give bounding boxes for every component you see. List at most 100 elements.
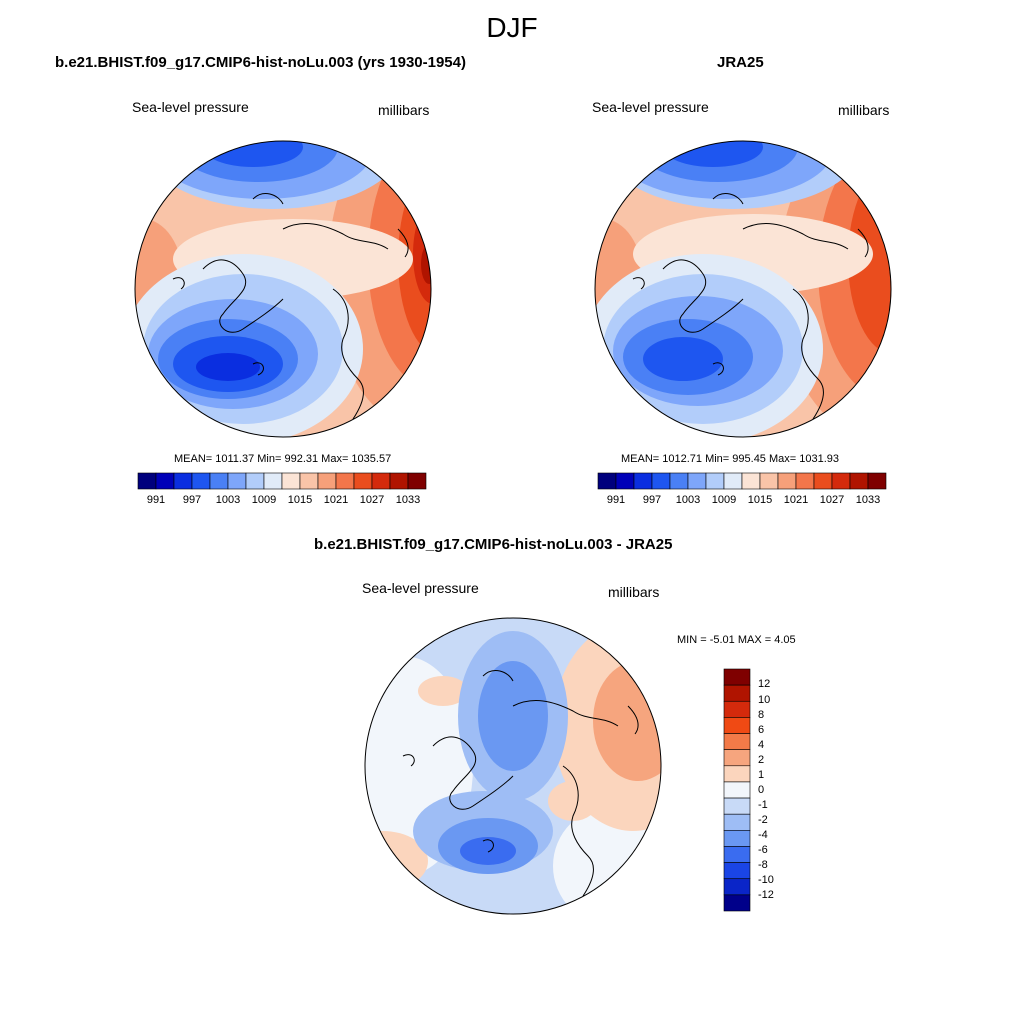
left-cb-tick: 991	[146, 494, 166, 506]
left-cb-tick: 1033	[395, 494, 421, 506]
right-cb-tick: 997	[642, 494, 662, 506]
figure-title: DJF	[486, 12, 538, 43]
diff-cb-tick: 0	[758, 784, 765, 796]
diff-cb-tick: -1	[758, 799, 768, 811]
diff-cb-tick: 8	[758, 709, 765, 721]
colorbar-swatch	[407, 472, 427, 490]
diff-map	[364, 617, 662, 915]
colorbar-swatch	[723, 668, 751, 686]
diff-cb-tick: -2	[758, 814, 768, 826]
right-stats: MEAN= 1012.71 Min= 995.45 Max= 1031.93	[621, 453, 840, 465]
colorbar-swatch	[263, 472, 283, 490]
left-cb-tick: 1003	[215, 494, 241, 506]
colorbar-swatch	[723, 862, 751, 880]
left-cb-tick: 1021	[323, 494, 349, 506]
colorbar-swatch	[597, 472, 617, 490]
right-units-label: millibars	[838, 102, 890, 118]
colorbar-swatch	[245, 472, 265, 490]
left-stats: MEAN= 1011.37 Min= 992.31 Max= 1035.57	[174, 453, 392, 465]
diff-cb-tick: 1	[758, 769, 765, 781]
colorbar-swatch	[615, 472, 635, 490]
colorbar-swatch	[831, 472, 851, 490]
diff-panel-title: b.e21.BHIST.f09_g17.CMIP6-hist-noLu.003 …	[314, 536, 673, 553]
colorbar-swatch	[191, 472, 211, 490]
right-cb-tick: 991	[606, 494, 626, 506]
left-colorbar	[137, 472, 427, 490]
diff-cb-tick: 12	[758, 678, 771, 690]
colorbar-swatch	[705, 472, 725, 490]
right-map	[594, 140, 892, 438]
left-cb-tick: 1009	[251, 494, 277, 506]
colorbar-swatch	[723, 813, 751, 831]
left-cb-tick: 997	[182, 494, 202, 506]
left-colorbar-labels: 991 997 1003 1009 1015 1021 1027 1033	[138, 494, 426, 508]
colorbar-swatch	[137, 472, 157, 490]
left-cb-tick: 1015	[287, 494, 313, 506]
right-cb-tick: 1027	[819, 494, 845, 506]
diff-cb-tick: -6	[758, 844, 768, 856]
left-map	[134, 140, 432, 438]
colorbar-swatch	[389, 472, 409, 490]
colorbar-swatch	[723, 830, 751, 847]
left-cb-tick: 1027	[359, 494, 385, 506]
colorbar-swatch	[723, 878, 751, 896]
right-cb-tick: 1015	[747, 494, 773, 506]
left-variable-label: Sea-level pressure	[132, 99, 249, 115]
colorbar-swatch	[651, 472, 671, 490]
left-panel-title: b.e21.BHIST.f09_g17.CMIP6-hist-noLu.003 …	[55, 54, 466, 71]
colorbar-swatch	[209, 472, 229, 490]
colorbar-swatch	[335, 472, 355, 490]
colorbar-swatch	[867, 472, 887, 490]
diff-colorbar-labels: 12 10 8 6 4 2 1 0 -1 -2 -4 -6 -8 -10 -12	[758, 669, 788, 911]
diff-cb-tick: -8	[758, 859, 768, 871]
right-cb-tick: 1003	[675, 494, 701, 506]
right-colorbar-labels: 991 997 1003 1009 1015 1021 1027 1033	[598, 494, 886, 508]
colorbar-swatch	[317, 472, 337, 490]
colorbar-swatch	[723, 684, 751, 702]
diff-cb-tick: -10	[758, 874, 774, 886]
colorbar-swatch	[723, 717, 751, 734]
colorbar-swatch	[723, 749, 751, 767]
colorbar-swatch	[227, 472, 247, 490]
diff-units-label: millibars	[608, 584, 660, 600]
colorbar-swatch	[723, 765, 751, 783]
colorbar-swatch	[687, 472, 707, 490]
colorbar-swatch	[281, 472, 301, 490]
right-cb-tick: 1021	[783, 494, 809, 506]
diff-cb-tick: -4	[758, 829, 768, 841]
colorbar-swatch	[299, 472, 319, 490]
colorbar-swatch	[633, 472, 653, 490]
colorbar-swatch	[669, 472, 689, 490]
colorbar-swatch	[723, 733, 751, 750]
right-variable-label: Sea-level pressure	[592, 99, 709, 115]
colorbar-swatch	[813, 472, 833, 490]
right-colorbar	[597, 472, 887, 490]
diff-cb-tick: 2	[758, 754, 765, 766]
colorbar-swatch	[795, 472, 815, 490]
colorbar-swatch	[723, 700, 751, 718]
colorbar-swatch	[723, 472, 743, 490]
colorbar-swatch	[723, 797, 751, 815]
right-panel-title: JRA25	[717, 54, 764, 71]
colorbar-swatch	[155, 472, 175, 490]
colorbar-swatch	[723, 781, 751, 799]
right-cb-tick: 1033	[855, 494, 881, 506]
diff-variable-label: Sea-level pressure	[362, 580, 479, 596]
colorbar-swatch	[777, 472, 797, 490]
right-cb-tick: 1009	[711, 494, 737, 506]
diff-cb-tick: 6	[758, 724, 765, 736]
diff-stats: MIN = -5.01 MAX = 4.05	[677, 634, 796, 646]
diff-cb-tick: -12	[758, 889, 774, 901]
colorbar-swatch	[723, 894, 751, 912]
colorbar-swatch	[741, 472, 761, 490]
diff-colorbar	[723, 668, 751, 912]
colorbar-swatch	[759, 472, 779, 490]
colorbar-swatch	[723, 846, 751, 863]
diff-cb-tick: 10	[758, 694, 771, 706]
diff-cb-tick: 4	[758, 739, 765, 751]
colorbar-swatch	[173, 472, 193, 490]
colorbar-swatch	[371, 472, 391, 490]
colorbar-swatch	[849, 472, 869, 490]
colorbar-swatch	[353, 472, 373, 490]
left-units-label: millibars	[378, 102, 430, 118]
